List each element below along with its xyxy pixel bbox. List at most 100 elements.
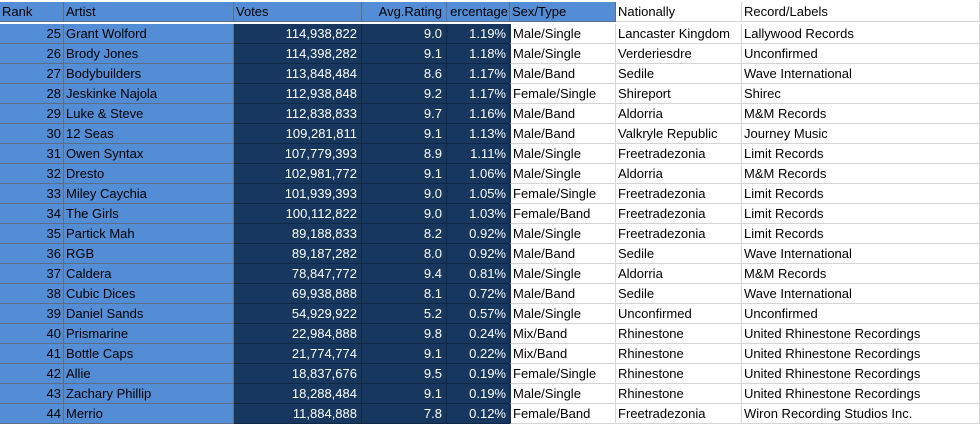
percentage-cell[interactable]: 1.05% <box>447 184 510 204</box>
avg-rating-cell[interactable]: 7.8 <box>362 404 447 424</box>
record-label-cell[interactable]: Wiron Recording Studios Inc. <box>742 404 980 424</box>
avg-rating-cell[interactable]: 9.1 <box>362 344 447 364</box>
rank-cell[interactable]: 34 <box>0 204 64 224</box>
record-label-cell[interactable]: Wave International <box>742 244 980 264</box>
sex-type-cell[interactable]: Male/Single <box>510 304 616 324</box>
record-label-cell[interactable]: Journey Music <box>742 124 980 144</box>
votes-cell[interactable]: 11,884,888 <box>234 404 362 424</box>
header-percentage[interactable]: ercentage <box>447 2 510 22</box>
record-label-cell[interactable]: M&M Records <box>742 104 980 124</box>
sex-type-cell[interactable]: Male/Band <box>510 124 616 144</box>
record-label-cell[interactable]: United Rhinestone Recordings <box>742 384 980 404</box>
percentage-cell[interactable]: 0.22% <box>447 344 510 364</box>
record-label-cell[interactable]: United Rhinestone Recordings <box>742 344 980 364</box>
percentage-cell[interactable]: 0.19% <box>447 364 510 384</box>
rank-cell[interactable]: 27 <box>0 64 64 84</box>
rank-cell[interactable]: 31 <box>0 144 64 164</box>
percentage-cell[interactable]: 0.19% <box>447 384 510 404</box>
avg-rating-cell[interactable]: 9.0 <box>362 184 447 204</box>
avg-rating-cell[interactable]: 8.6 <box>362 64 447 84</box>
percentage-cell[interactable]: 1.17% <box>447 64 510 84</box>
sex-type-cell[interactable]: Male/Band <box>510 284 616 304</box>
artist-cell[interactable]: RGB <box>64 244 234 264</box>
percentage-cell[interactable]: 1.18% <box>447 44 510 64</box>
sex-type-cell[interactable]: Female/Single <box>510 184 616 204</box>
record-label-cell[interactable]: Wave International <box>742 284 980 304</box>
artist-cell[interactable]: Bodybuilders <box>64 64 234 84</box>
sex-type-cell[interactable]: Male/Band <box>510 244 616 264</box>
votes-cell[interactable]: 114,938,822 <box>234 24 362 44</box>
artist-cell[interactable]: Brody Jones <box>64 44 234 64</box>
nationally-cell[interactable]: Aldorria <box>616 264 742 284</box>
votes-cell[interactable]: 21,774,774 <box>234 344 362 364</box>
sex-type-cell[interactable]: Male/Band <box>510 104 616 124</box>
percentage-cell[interactable]: 1.03% <box>447 204 510 224</box>
avg-rating-cell[interactable]: 9.1 <box>362 384 447 404</box>
sex-type-cell[interactable]: Male/Single <box>510 144 616 164</box>
artist-cell[interactable]: 12 Seas <box>64 124 234 144</box>
sex-type-cell[interactable]: Mix/Band <box>510 344 616 364</box>
avg-rating-cell[interactable]: 9.1 <box>362 164 447 184</box>
artist-cell[interactable]: The Girls <box>64 204 234 224</box>
votes-cell[interactable]: 18,837,676 <box>234 364 362 384</box>
votes-cell[interactable]: 78,847,772 <box>234 264 362 284</box>
record-label-cell[interactable]: Wave International <box>742 64 980 84</box>
percentage-cell[interactable]: 1.19% <box>447 24 510 44</box>
artist-cell[interactable]: Jeskinke Najola <box>64 84 234 104</box>
artist-cell[interactable]: Grant Wolford <box>64 24 234 44</box>
votes-cell[interactable]: 112,938,848 <box>234 84 362 104</box>
sex-type-cell[interactable]: Male/Single <box>510 44 616 64</box>
avg-rating-cell[interactable]: 8.2 <box>362 224 447 244</box>
record-label-cell[interactable]: Limit Records <box>742 184 980 204</box>
avg-rating-cell[interactable]: 9.0 <box>362 204 447 224</box>
sex-type-cell[interactable]: Male/Single <box>510 384 616 404</box>
sex-type-cell[interactable]: Mix/Band <box>510 324 616 344</box>
votes-cell[interactable]: 101,939,393 <box>234 184 362 204</box>
rank-cell[interactable]: 43 <box>0 384 64 404</box>
artist-cell[interactable]: Owen Syntax <box>64 144 234 164</box>
percentage-cell[interactable]: 0.92% <box>447 244 510 264</box>
nationally-cell[interactable]: Unconfirmed <box>616 304 742 324</box>
artist-cell[interactable]: Miley Caychia <box>64 184 234 204</box>
avg-rating-cell[interactable]: 9.5 <box>362 364 447 384</box>
nationally-cell[interactable]: Freetradezonia <box>616 224 742 244</box>
rank-cell[interactable]: 28 <box>0 84 64 104</box>
artist-cell[interactable]: Luke & Steve <box>64 104 234 124</box>
header-artist[interactable]: Artist <box>64 2 234 22</box>
sex-type-cell[interactable]: Female/Band <box>510 204 616 224</box>
rank-cell[interactable]: 30 <box>0 124 64 144</box>
rank-cell[interactable]: 26 <box>0 44 64 64</box>
avg-rating-cell[interactable]: 9.7 <box>362 104 447 124</box>
votes-cell[interactable]: 69,938,888 <box>234 284 362 304</box>
votes-cell[interactable]: 100,112,822 <box>234 204 362 224</box>
header-nationally[interactable]: Nationally <box>616 2 742 22</box>
sex-type-cell[interactable]: Female/Single <box>510 84 616 104</box>
record-label-cell[interactable]: Shirec <box>742 84 980 104</box>
nationally-cell[interactable]: Freetradezonia <box>616 404 742 424</box>
rank-cell[interactable]: 35 <box>0 224 64 244</box>
artist-cell[interactable]: Merrio <box>64 404 234 424</box>
percentage-cell[interactable]: 0.72% <box>447 284 510 304</box>
artist-cell[interactable]: Daniel Sands <box>64 304 234 324</box>
nationally-cell[interactable]: Valkryle Republic <box>616 124 742 144</box>
artist-cell[interactable]: Cubic Dices <box>64 284 234 304</box>
header-sex-type[interactable]: Sex/Type <box>510 2 616 22</box>
header-rank[interactable]: Rank <box>0 2 64 22</box>
rank-cell[interactable]: 37 <box>0 264 64 284</box>
record-label-cell[interactable]: Lallywood Records <box>742 24 980 44</box>
sex-type-cell[interactable]: Male/Single <box>510 224 616 244</box>
percentage-cell[interactable]: 1.16% <box>447 104 510 124</box>
record-label-cell[interactable]: M&M Records <box>742 164 980 184</box>
rank-cell[interactable]: 39 <box>0 304 64 324</box>
artist-cell[interactable]: Partick Mah <box>64 224 234 244</box>
nationally-cell[interactable]: Shireport <box>616 84 742 104</box>
percentage-cell[interactable]: 1.13% <box>447 124 510 144</box>
sex-type-cell[interactable]: Male/Single <box>510 264 616 284</box>
rank-cell[interactable]: 36 <box>0 244 64 264</box>
votes-cell[interactable]: 22,984,888 <box>234 324 362 344</box>
avg-rating-cell[interactable]: 9.4 <box>362 264 447 284</box>
votes-cell[interactable]: 114,398,282 <box>234 44 362 64</box>
artist-cell[interactable]: Prismarine <box>64 324 234 344</box>
nationally-cell[interactable]: Freetradezonia <box>616 144 742 164</box>
votes-cell[interactable]: 89,187,282 <box>234 244 362 264</box>
